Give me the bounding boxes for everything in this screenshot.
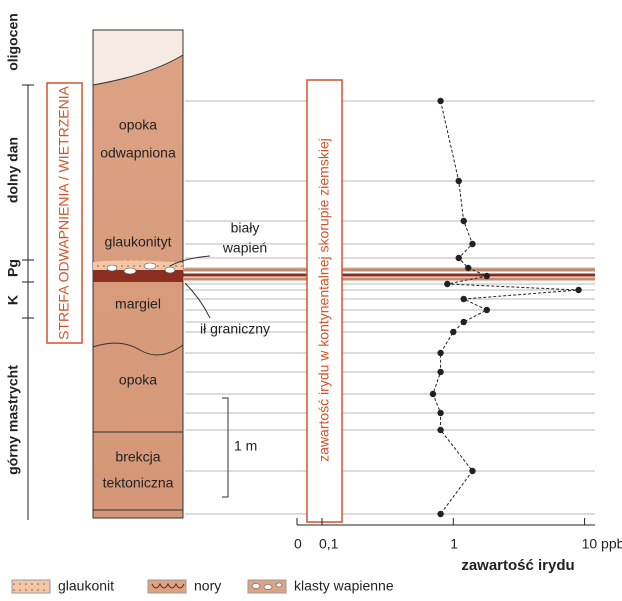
data-point: [456, 178, 462, 184]
layer-label: odwapniona: [100, 145, 176, 161]
callout: ił graniczny: [200, 321, 270, 337]
callout: wapień: [222, 240, 267, 256]
iridium-line: [433, 101, 579, 514]
legend-label: klasty wapienne: [294, 578, 394, 594]
stage-label: K: [5, 295, 21, 305]
callout: biały: [231, 220, 260, 236]
data-point: [484, 307, 490, 313]
lithology-column: [93, 30, 595, 518]
data-point: [484, 273, 490, 279]
stage-axis: [22, 85, 34, 520]
stage-label: dolny dan: [5, 137, 21, 203]
scale-label: 1 m: [234, 438, 257, 454]
data-point: [437, 511, 443, 517]
x-tick-label: 1: [450, 536, 458, 552]
data-point: [465, 265, 471, 271]
layer-label: opoka: [119, 117, 157, 133]
data-point: [456, 255, 462, 261]
layer-label: margiel: [115, 296, 161, 312]
data-point: [437, 350, 443, 356]
legend-label: nory: [194, 578, 221, 594]
legend-label: glaukonit: [58, 578, 114, 594]
data-point: [460, 218, 466, 224]
stage-label: Pg: [5, 259, 21, 277]
x-tick-label: 0: [294, 536, 302, 552]
data-point: [437, 410, 443, 416]
callout-arrow: [185, 283, 210, 318]
data-point: [460, 319, 466, 325]
stage-label: oligocen: [5, 13, 21, 71]
layer-label: brekcja: [115, 449, 160, 465]
x-axis-title: zawartość irydu: [461, 557, 574, 574]
data-point: [460, 296, 466, 302]
x-tick-label: 0,1: [319, 536, 339, 552]
data-point: [437, 427, 443, 433]
data-point: [450, 329, 456, 335]
figure: oligocen dolny dan Pg K górny mastrycht …: [0, 0, 622, 596]
layer-label: opoka: [119, 372, 157, 388]
data-point: [437, 98, 443, 104]
x-tick-label: 10 ppb: [582, 536, 622, 552]
crust-label: zawartość irydu w kontynentalnej skorupi…: [316, 138, 332, 462]
data-point: [469, 468, 475, 474]
data-point: [444, 281, 450, 287]
zone-label: STREFA ODWAPNIENIA / WIETRZENIA: [56, 85, 72, 340]
data-point: [469, 241, 475, 247]
legend-swatch: [12, 580, 50, 593]
data-point: [430, 391, 436, 397]
layer-label: glaukonityt: [105, 234, 172, 250]
stage-label: górny mastrycht: [5, 365, 21, 475]
layer-label: tektoniczna: [103, 475, 174, 491]
data-point: [575, 287, 581, 293]
data-point: [437, 369, 443, 375]
